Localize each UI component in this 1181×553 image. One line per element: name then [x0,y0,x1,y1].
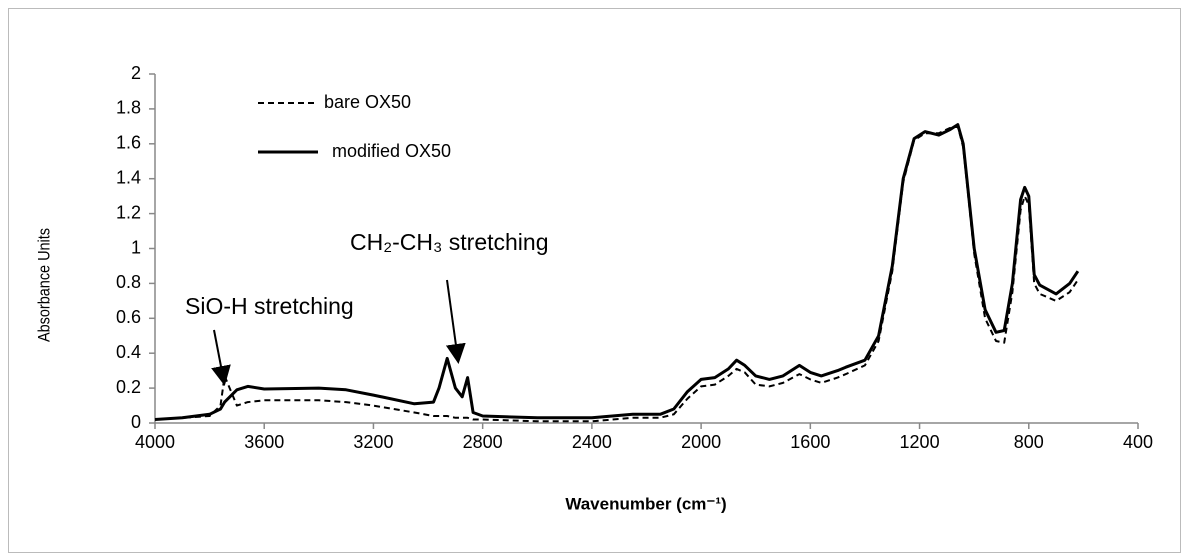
series-line [154,123,1080,421]
chart-frame [8,8,1181,553]
annotation-arrow [445,279,466,364]
x-tick-label: 2000 [681,432,721,452]
x-tick-label: 1200 [900,432,940,452]
y-tick-label: 1.4 [116,167,141,187]
x-tick-label: 1600 [790,432,830,452]
y-tick-label: 0.6 [116,307,141,327]
y-tick-label: 2 [131,63,141,83]
x-tick-label: 800 [1014,432,1044,452]
x-tick-label: 2400 [572,432,612,452]
y-tick-label: 1.2 [116,202,141,222]
legend-label: bare OX50 [324,92,411,112]
y-tick-label: 1.8 [116,98,141,118]
y-tick-label: 0.4 [116,342,141,362]
y-tick-label: 0.8 [116,272,141,292]
y-axis-label: Absorbance Units [35,228,53,342]
annotation-arrow [211,329,231,386]
x-tick-label: 2800 [463,432,503,452]
y-tick-label: 0.2 [116,377,141,397]
annotation: CH₂-CH₃ stretching [350,229,549,255]
x-tick-label: 400 [1123,432,1153,452]
legend-label: modified OX50 [332,141,451,161]
x-tick-label: 3200 [353,432,393,452]
y-tick-label: 1 [131,237,141,257]
x-axis-label: Wavenumber (cm⁻¹) [565,494,726,513]
y-tick-label: 0 [131,412,141,432]
x-tick-label: 3600 [244,432,284,452]
x-tick-label: 4000 [135,432,175,452]
y-tick-label: 1.6 [116,133,141,153]
annotation: SiO-H stretching [185,293,354,319]
